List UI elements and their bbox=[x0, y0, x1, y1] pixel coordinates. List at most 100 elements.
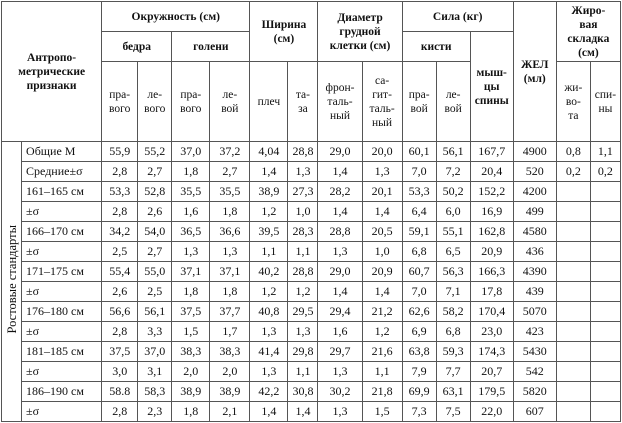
data-cell: 6,8 bbox=[435, 321, 471, 342]
group-label-cell: Ростовые стандарты bbox=[0, 141, 23, 422]
data-row: 171–175 см 55,4 55,0 37,1 37,1 40,2 28,8 29,0 20… bbox=[2, 261, 622, 282]
data-cell: 1,4 bbox=[361, 281, 403, 302]
data-cell: 1,3 bbox=[249, 321, 289, 342]
empty-cell bbox=[555, 301, 591, 322]
data-cell: 607 bbox=[512, 401, 557, 422]
empty-cell bbox=[589, 361, 622, 382]
data-cell: 423 bbox=[512, 321, 557, 342]
data-cell: 1,2 bbox=[249, 201, 289, 222]
data-cell: 37,1 bbox=[171, 261, 211, 282]
data-cell: 54,0 bbox=[137, 221, 173, 242]
row-label: ±σ bbox=[21, 241, 103, 262]
data-cell: 28,8 bbox=[317, 221, 363, 242]
data-cell: 55,0 bbox=[137, 261, 173, 282]
data-cell: 7,9 bbox=[401, 361, 437, 382]
data-cell: 3,0 bbox=[101, 361, 139, 382]
row-label: 181–185 см bbox=[21, 341, 103, 362]
data-cell: 162,8 bbox=[469, 221, 514, 242]
data-cell: 167,7 bbox=[469, 141, 514, 162]
data-cell: 5430 bbox=[512, 341, 557, 362]
empty-cell bbox=[589, 301, 622, 322]
data-cell: 1,3 bbox=[171, 241, 211, 262]
empty-cell bbox=[555, 361, 591, 382]
data-cell: 42,2 bbox=[249, 381, 289, 402]
header-cell: фрон- таль- ный bbox=[317, 61, 363, 142]
data-cell: 7,0 bbox=[401, 281, 437, 302]
empty-cell bbox=[589, 281, 622, 302]
data-row: ±σ 2,8 2,6 1,6 1,8 1,2 1,0 1,4 1,4 6,4 6,0 16,9 499 bbox=[2, 201, 622, 222]
data-cell: 20,5 bbox=[361, 221, 403, 242]
empty-cell bbox=[555, 261, 591, 282]
data-row: ±σ 2,6 2,5 1,8 1,8 1,2 1,2 1,4 1,4 7,0 7,1 17,8 439 bbox=[2, 281, 622, 302]
header-cell: кисти bbox=[401, 31, 471, 62]
data-cell: 1,7 bbox=[209, 321, 251, 342]
row-label: 186–190 см bbox=[21, 381, 103, 402]
data-cell: 1,8 bbox=[171, 401, 211, 422]
data-cell: 174,3 bbox=[469, 341, 514, 362]
header-cell: пра- вой bbox=[401, 61, 437, 142]
data-cell: 1,4 bbox=[249, 401, 289, 422]
data-row: ±σ 2,8 3,3 1,5 1,7 1,3 1,3 1,6 1,2 6,9 6,8 23,0 423 bbox=[2, 321, 622, 342]
data-cell: 17,8 bbox=[469, 281, 514, 302]
data-cell: 40,2 bbox=[249, 261, 289, 282]
data-cell: 50,2 bbox=[435, 181, 471, 202]
data-cell: 1,6 bbox=[171, 201, 211, 222]
data-cell: 1,8 bbox=[171, 281, 211, 302]
data-cell: 6,4 bbox=[401, 201, 437, 222]
data-row: Ростовые стандарты Общие М 55,9 55,2 37,0 37,… bbox=[0, 141, 622, 422]
data-cell: 1,3 bbox=[287, 161, 319, 182]
data-cell: 1,1 bbox=[287, 361, 319, 382]
data-cell: 2,0 bbox=[209, 361, 251, 382]
data-cell: 34,2 bbox=[101, 221, 139, 242]
data-cell: 5820 bbox=[512, 381, 557, 402]
data-cell: 152,2 bbox=[469, 181, 514, 202]
data-cell: 1,4 bbox=[317, 201, 363, 222]
header-cell: Окружность (см) bbox=[101, 1, 251, 32]
data-cell: 4390 bbox=[512, 261, 557, 282]
data-cell: 1,3 bbox=[361, 161, 403, 182]
data-cell: 1,1 bbox=[361, 361, 403, 382]
data-cell: 1,2 bbox=[287, 281, 319, 302]
data-cell: 29,5 bbox=[287, 301, 319, 322]
table-header: Антропо- метрические признаки Окружность … bbox=[0, 1, 622, 142]
data-cell: 30,2 bbox=[317, 381, 363, 402]
data-cell: 59,1 bbox=[401, 221, 437, 242]
data-cell: 4200 bbox=[512, 181, 557, 202]
data-row: 181–185 см 37,5 37,0 38,3 38,3 41,4 29,8 29,7 21… bbox=[2, 341, 622, 362]
data-cell: 2,7 bbox=[137, 161, 173, 182]
data-cell: 41,4 bbox=[249, 341, 289, 362]
data-cell: 63,8 bbox=[401, 341, 437, 362]
header-cell: ЖЕЛ (мл) bbox=[512, 1, 557, 142]
empty-cell bbox=[589, 261, 622, 282]
data-cell: 3,3 bbox=[137, 321, 173, 342]
row-label: ±σ bbox=[21, 201, 103, 222]
data-cell: 1,2 bbox=[361, 321, 403, 342]
empty-cell bbox=[555, 381, 591, 402]
data-cell: 2,8 bbox=[101, 401, 139, 422]
row-label: ±σ bbox=[21, 361, 103, 382]
data-cell: 0,2 bbox=[555, 161, 591, 182]
row-label: 166–170 см bbox=[21, 221, 103, 242]
data-cell: 0,8 bbox=[555, 141, 591, 162]
data-cell: 60,1 bbox=[401, 141, 437, 162]
data-cell: 29,8 bbox=[287, 341, 319, 362]
data-cell: 7,2 bbox=[435, 161, 471, 182]
data-cell: 38,9 bbox=[171, 381, 211, 402]
data-cell: 28,8 bbox=[287, 141, 319, 162]
data-cell: 3,1 bbox=[137, 361, 173, 382]
data-cell: 37,5 bbox=[101, 341, 139, 362]
data-cell: 21,2 bbox=[361, 301, 403, 322]
data-cell: 179,5 bbox=[469, 381, 514, 402]
data-cell: 20,7 bbox=[469, 361, 514, 382]
header-cell: бедра bbox=[101, 31, 173, 62]
data-cell: 38,9 bbox=[209, 381, 251, 402]
empty-cell bbox=[589, 321, 622, 342]
data-cell: 1,5 bbox=[171, 321, 211, 342]
data-cell: 37,2 bbox=[209, 141, 251, 162]
data-cell: 38,9 bbox=[249, 181, 289, 202]
data-row: ±σ 2,5 2,7 1,3 1,3 1,1 1,1 1,3 1,0 6,8 6,5 20,9 436 bbox=[2, 241, 622, 262]
data-cell: 20,4 bbox=[469, 161, 514, 182]
header-row: пра- вого ле- вого пра- вого ле- вой плеч та-… bbox=[2, 61, 622, 142]
data-cell: 7,5 bbox=[435, 401, 471, 422]
